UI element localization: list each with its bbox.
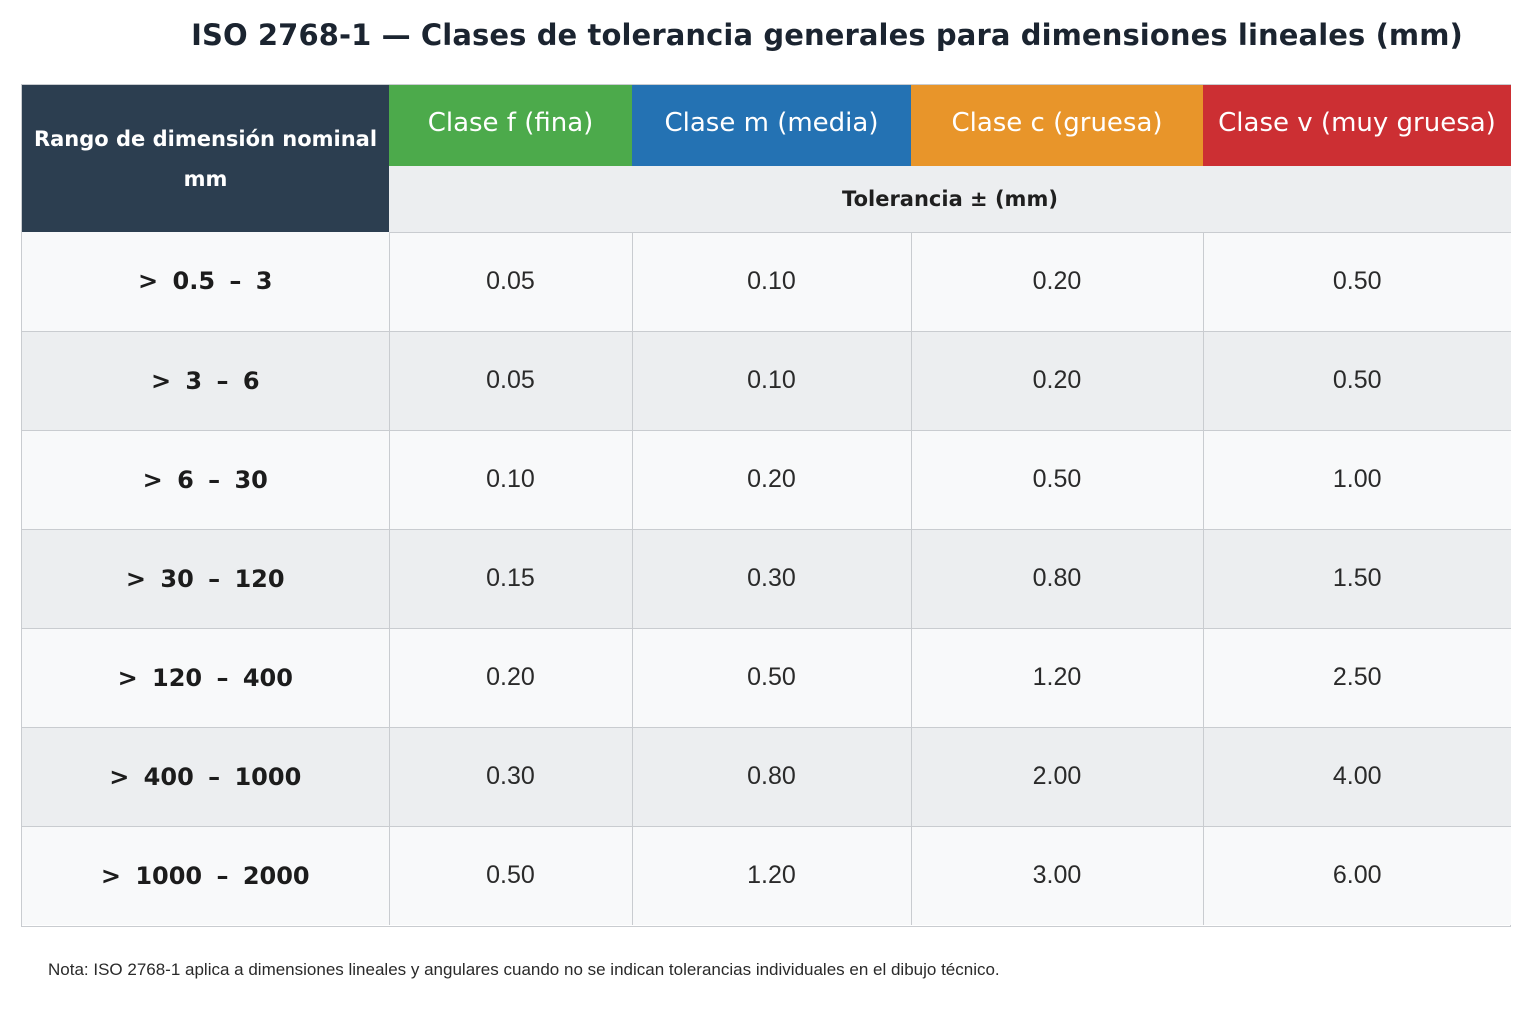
- class-f-value: 0.10: [388, 429, 632, 529]
- class-m-value: 0.50: [631, 627, 911, 727]
- tolerance-table: Rango de dimensión nominal mm Clase f (f…: [22, 85, 1511, 925]
- range-cell: > 400 – 1000: [22, 726, 389, 826]
- class-m-value: 0.10: [631, 232, 911, 331]
- class-v-value: 0.50: [1202, 232, 1511, 331]
- table-row: > 3 – 6 0.05 0.10 0.20 0.50: [22, 330, 1511, 430]
- class-f-value: 0.05: [388, 232, 632, 331]
- class-c-value: 0.80: [910, 528, 1203, 628]
- class-m-value: 0.10: [631, 330, 911, 430]
- class-v-value: 1.50: [1202, 528, 1511, 628]
- class-f-value: 0.30: [388, 726, 632, 826]
- class-c-value: 0.20: [910, 330, 1203, 430]
- range-cell: > 1000 – 2000: [22, 825, 389, 925]
- table-row: > 1000 – 2000 0.50 1.20 3.00 6.00: [22, 825, 1511, 925]
- table-row: > 120 – 400 0.20 0.50 1.20 2.50: [22, 627, 1511, 727]
- page-title: ISO 2768-1 — Clases de tolerancia genera…: [191, 18, 1463, 52]
- table-row: > 0.5 – 3 0.05 0.10 0.20 0.50: [22, 232, 1511, 331]
- class-c-value: 3.00: [910, 825, 1203, 925]
- class-v-value: 4.00: [1202, 726, 1511, 826]
- class-v-header: Clase v (muy gruesa): [1203, 85, 1511, 166]
- class-c-header: Clase c (gruesa): [911, 85, 1203, 166]
- class-m-header: Clase m (media): [632, 85, 911, 166]
- class-m-value: 0.30: [631, 528, 911, 628]
- class-f-value: 0.20: [388, 627, 632, 727]
- class-m-value: 0.20: [631, 429, 911, 529]
- table-row: > 30 – 120 0.15 0.30 0.80 1.50: [22, 528, 1511, 628]
- class-c-value: 0.50: [910, 429, 1203, 529]
- class-f-header: Clase f (fina): [389, 85, 632, 166]
- table-row: > 6 – 30 0.10 0.20 0.50 1.00: [22, 429, 1511, 529]
- class-v-value: 1.00: [1202, 429, 1511, 529]
- range-column-header: Rango de dimensión nominal mm: [22, 85, 389, 232]
- range-cell: > 30 – 120: [22, 528, 389, 628]
- range-cell: > 3 – 6: [22, 330, 389, 430]
- class-f-value: 0.05: [388, 330, 632, 430]
- tolerance-subheader: Tolerancia ± (mm): [389, 166, 1511, 233]
- class-v-value: 6.00: [1202, 825, 1511, 925]
- class-c-value: 2.00: [910, 726, 1203, 826]
- class-f-value: 0.15: [388, 528, 632, 628]
- class-m-value: 1.20: [631, 825, 911, 925]
- range-cell: > 120 – 400: [22, 627, 389, 727]
- class-m-value: 0.80: [631, 726, 911, 826]
- class-v-value: 2.50: [1202, 627, 1511, 727]
- footnote: Nota: ISO 2768-1 aplica a dimensiones li…: [48, 960, 1000, 979]
- range-cell: > 6 – 30: [22, 429, 389, 529]
- class-c-value: 1.20: [910, 627, 1203, 727]
- class-c-value: 0.20: [910, 232, 1203, 331]
- range-cell: > 0.5 – 3: [22, 232, 389, 331]
- class-f-value: 0.50: [388, 825, 632, 925]
- table-row: > 400 – 1000 0.30 0.80 2.00 4.00: [22, 726, 1511, 826]
- class-v-value: 0.50: [1202, 330, 1511, 430]
- tolerance-table-container: Rango de dimensión nominal mm Clase f (f…: [21, 84, 1511, 927]
